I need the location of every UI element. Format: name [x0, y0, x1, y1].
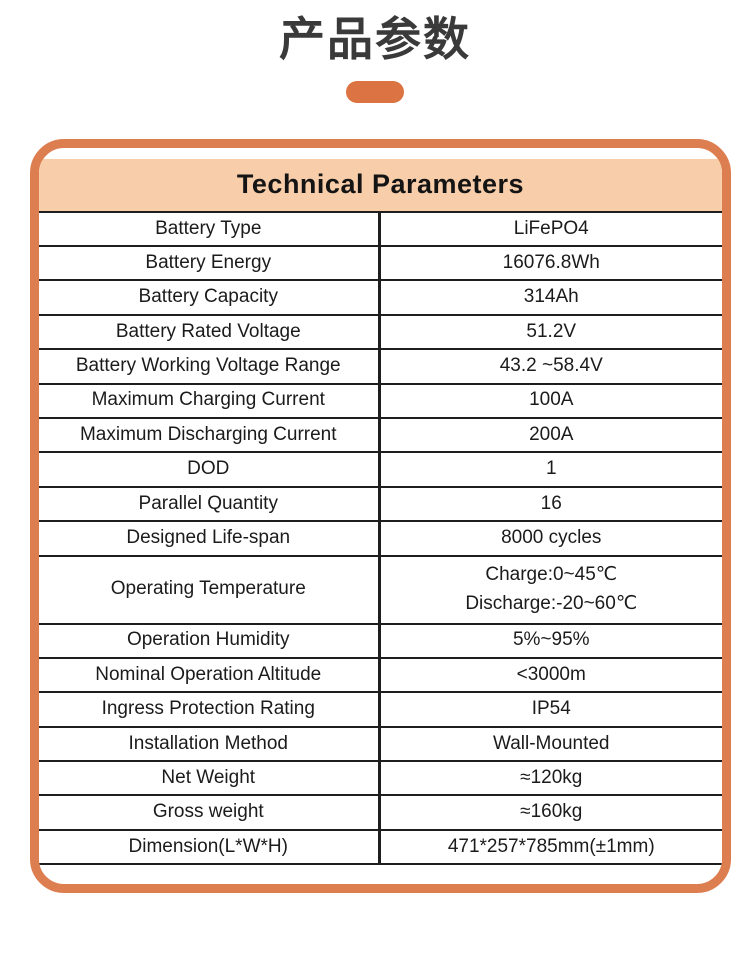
parameter-label: Battery Working Voltage Range	[39, 350, 381, 383]
parameters-table: Battery Type LiFePO4 Battery Energy 16076.8…	[39, 210, 722, 866]
table-row: Battery Working Voltage Range 43.2 ~58.4V	[39, 348, 722, 383]
parameter-value: ≈160kg	[520, 801, 583, 823]
card-top-spacer	[39, 148, 722, 159]
table-row: Ingress Protection Rating IP54	[39, 691, 722, 726]
parameter-label: Nominal Operation Altitude	[39, 658, 381, 692]
table-row: DOD 1	[39, 451, 722, 486]
parameter-value: 471*257*785mm(±1mm)	[447, 835, 655, 857]
parameter-label: Maximum Charging Current	[39, 384, 381, 417]
table-row: Operation Humidity 5%~95%	[39, 622, 722, 657]
parameter-value: Charge:0~45℃ Discharge:-20~60℃	[465, 564, 638, 614]
parameter-value: 100A	[529, 389, 574, 411]
parameter-label: Designed Life-span	[39, 522, 381, 555]
parameter-label: Ingress Protection Rating	[39, 693, 381, 726]
parameter-label: Gross weight	[39, 796, 381, 829]
table-row: Maximum Discharging Current 200A	[39, 416, 722, 452]
parameter-value: <3000m	[516, 663, 586, 685]
table-row: Designed Life-span 8000 cycles	[39, 520, 722, 555]
parameter-label: Battery Capacity	[39, 281, 381, 314]
parameter-value: Wall-Mounted	[492, 732, 610, 754]
table-row: Installation Method Wall-Mounted	[39, 725, 722, 761]
parameter-value: 1	[545, 458, 557, 480]
parameter-label: Dimension(L*W*H)	[39, 830, 381, 864]
parameter-label: Operation Humidity	[39, 624, 381, 657]
parameters-card: Technical Parameters Battery Type LiFePO4…	[30, 138, 731, 893]
table-row: Nominal Operation Altitude <3000m	[39, 656, 722, 692]
table-title: Technical Parameters	[39, 158, 722, 211]
page-title: 产品参数	[279, 12, 471, 66]
parameter-value: 200A	[529, 423, 574, 445]
parameter-label: Battery Energy	[39, 246, 381, 280]
parameter-value: 314Ah	[523, 286, 579, 308]
parameter-value: IP54	[531, 698, 571, 720]
table-row: Gross weight ≈160kg	[39, 794, 722, 829]
parameter-value: LiFePO4	[513, 217, 589, 239]
parameter-value: 51.2V	[526, 320, 577, 342]
parameter-label: Maximum Discharging Current	[39, 418, 381, 452]
parameter-value: 16	[540, 492, 562, 514]
table-row: Maximum Charging Current 100A	[39, 382, 722, 417]
table-row: Net Weight ≈120kg	[39, 760, 722, 795]
parameter-label: Installation Method	[39, 727, 381, 761]
parameter-label: Battery Type	[39, 212, 381, 245]
table-row: Battery Type LiFePO4	[39, 210, 722, 245]
table-row: Parallel Quantity 16	[39, 485, 722, 521]
table-row: Dimension(L*W*H) 471*257*785mm(±1mm)	[39, 828, 722, 864]
table-row: Operating Temperature Charge:0~45℃ Discha…	[39, 554, 722, 623]
parameter-value: 43.2 ~58.4V	[499, 355, 603, 377]
parameter-label: Net Weight	[39, 762, 381, 795]
parameter-value: 8000 cycles	[501, 527, 602, 549]
parameter-label: Battery Rated Voltage	[39, 315, 381, 349]
parameter-value: ≈120kg	[520, 767, 583, 788]
parameter-label: DOD	[39, 453, 381, 486]
parameter-value: 5%~95%	[512, 629, 590, 651]
parameter-label: Operating Temperature	[39, 556, 381, 623]
table-row: Battery Rated Voltage 51.2V	[39, 313, 722, 349]
parameter-label: Parallel Quantity	[39, 487, 381, 521]
title-underline-pill	[346, 80, 404, 103]
table-row: Battery Energy 16076.8Wh	[39, 244, 722, 280]
parameter-value: 16076.8Wh	[502, 251, 600, 273]
table-row: Battery Capacity 314Ah	[39, 279, 722, 314]
